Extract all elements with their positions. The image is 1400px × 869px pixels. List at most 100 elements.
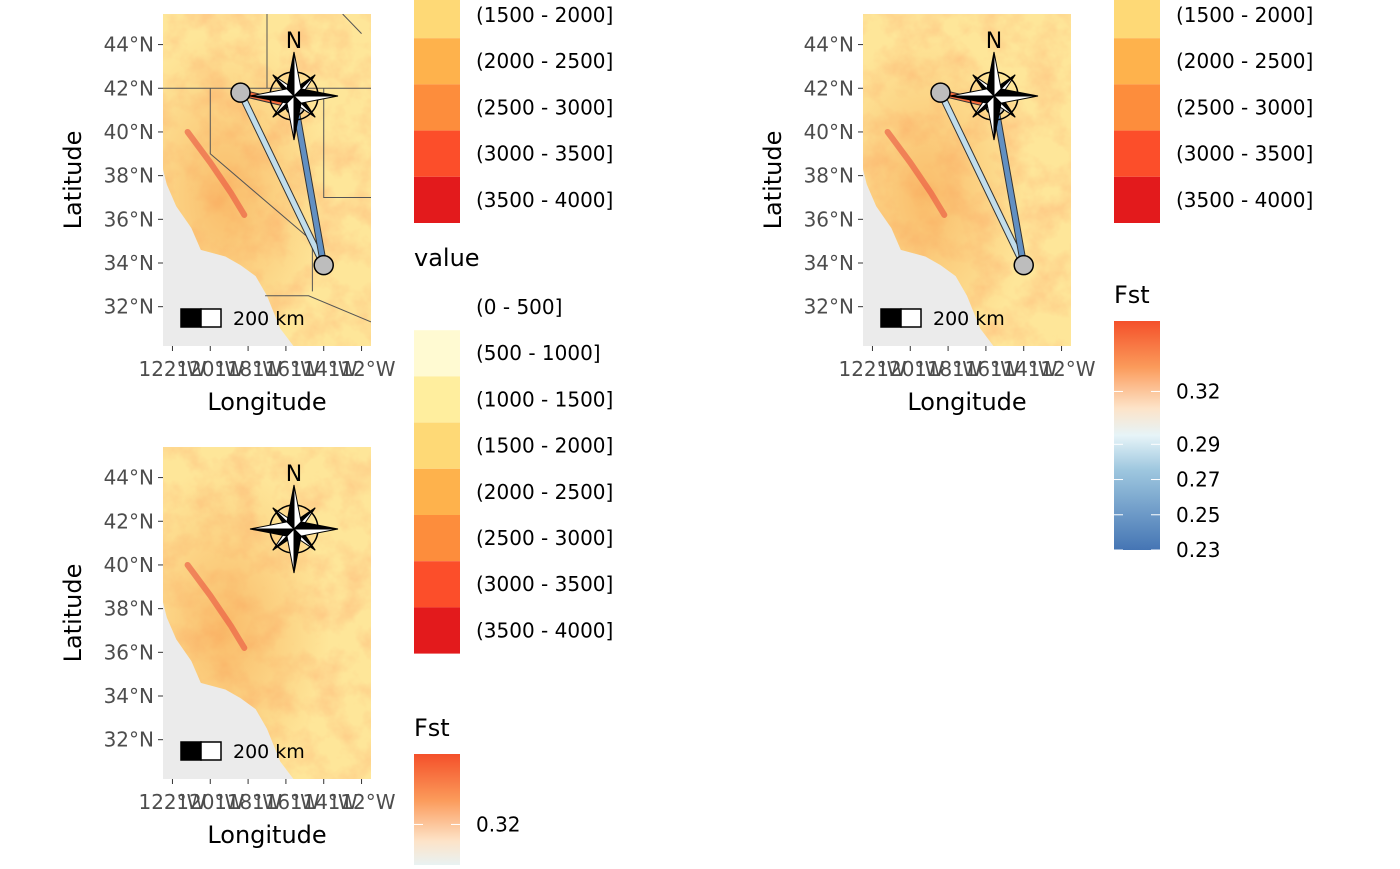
y-tick-label: 42°N [104,76,154,100]
scale-bar: 200 km [180,308,305,330]
legend-key [414,176,460,223]
x-tick-label: 120°W [176,357,244,381]
legend-label: (2500 - 3000] [476,95,613,119]
y-axis-title: Latitude [759,131,787,230]
legend-key [414,130,460,177]
legend-label: (2000 - 2500] [1176,49,1313,73]
x-tick-label: 122°W [838,357,906,381]
x-tick-label: 122°W [138,790,206,814]
state-borders [163,14,371,323]
y-tick-label: 34°N [804,251,854,275]
north-label: N [986,29,1002,54]
y-tick-label: 40°N [104,553,154,577]
elevation-legend-top-right: (1500 - 2000] (2000 - 2500] (2500 - 3000] (… [1114,0,1313,223]
y-tick-label: 40°N [104,120,154,144]
legend-key [414,607,460,654]
x-tick-label: 116°W [952,357,1020,381]
fst-legend-title: Fst [1114,281,1150,309]
legend-key [414,561,460,608]
y-axis-title: Latitude [59,131,87,230]
x-tick-label: 120°W [876,357,944,381]
north-arrow-icon: N [949,29,1039,141]
x-tick-label: 116°W [252,357,320,381]
legend-label: (2500 - 3000] [476,526,613,550]
fst-break-label: 0.27 [1176,468,1221,492]
y-tick-label: 44°N [104,466,154,490]
legend-label: (1500 - 2000] [476,434,613,458]
legend-key [1114,38,1160,85]
north-label: N [286,462,302,487]
map-area [863,14,1071,346]
legend-key [414,376,460,423]
legend-key [414,84,460,131]
y-tick-label: 42°N [804,76,854,100]
y-tick-label: 38°N [104,597,154,621]
fst-break-label: 0.23 [1176,538,1221,562]
x-axis-title: Longitude [207,821,326,849]
fst-break-label: 0.25 [1176,503,1221,527]
legend-label: (1000 - 1500] [476,387,613,411]
y-tick-label: 36°N [804,207,854,231]
site-C [1013,254,1034,276]
x-axis-title: Longitude [207,388,326,416]
y-tick-label: 34°N [104,251,154,275]
y-tick-label: 42°N [104,509,154,533]
y-tick-label: 36°N [104,207,154,231]
x-tick-label: 122°W [138,357,206,381]
edge-A-C [238,90,327,268]
north-arrow-icon: N [249,462,339,574]
map-panel-bottom-left: N 200 km 32°N 34°N 36°N 38°N 40°N 42°N 44°N 122°W… [59,447,396,849]
x-tick-label: 112°W [328,357,396,381]
legend-label: (1500 - 2000] [476,3,613,27]
legend-key [414,38,460,85]
scale-bar-label: 200 km [933,308,1005,330]
legend-label: (3500 - 4000] [476,188,613,212]
scale-bar-label: 200 km [233,741,305,763]
legend-label: (2500 - 3000] [1176,95,1313,119]
legend-key [414,330,460,377]
legend-label: (3500 - 4000] [1176,188,1313,212]
legend-label: (2000 - 2500] [476,480,613,504]
legend-label: (3000 - 3500] [476,572,613,596]
scale-bar-label: 200 km [233,308,305,330]
y-axis-title: Latitude [59,564,87,663]
scale-bar: 200 km [880,308,1005,330]
elevation-raster [163,447,371,779]
north-arrow-icon: N [249,29,339,141]
scale-bar: 200 km [180,741,305,763]
legend-label: (1500 - 2000] [1176,3,1313,27]
y-tick-label: 38°N [804,164,854,188]
fst-break-label: 0.32 [476,812,521,836]
legend-label: (3000 - 3500] [476,142,613,166]
elevation-legend-bottom-left: (0 - 500] (500 - 1000] (1000 - 1500] (1500 … [414,284,613,654]
legend-key [414,284,460,331]
sierra-ridge [884,128,948,218]
fst-colorbar [1114,321,1160,550]
y-tick-label: 44°N [104,33,154,57]
x-tick-label: 112°W [328,790,396,814]
y-tick-label: 32°N [104,728,154,752]
x-tick-label: 112°W [1028,357,1096,381]
x-tick-label: 120°W [176,790,244,814]
legend-label: (2000 - 2500] [476,49,613,73]
edge-B-C [292,103,327,268]
y-tick-label: 44°N [804,33,854,57]
edge-A-C [938,90,1027,268]
elevation-legend-top-left: (1500 - 2000] (2000 - 2500] (2500 - 3000] (… [414,0,613,223]
legend-key [1114,84,1160,131]
y-tick-label: 32°N [804,295,854,319]
y-tick-label: 34°N [104,684,154,708]
site-C [313,254,334,276]
legend-label: (3500 - 4000] [476,618,613,642]
sierra-ridge [184,561,248,651]
legend-key [1114,0,1160,39]
legend-key [1114,176,1160,223]
site-A [230,82,251,103]
legend-key [1114,130,1160,177]
legend-key [414,422,460,469]
y-tick-label: 36°N [104,640,154,664]
map-panel-top-right: N 200 km 32°N 34°N 36°N 38°N 40°N 42°N 44°N 122°W… [759,14,1096,416]
legend-label: (3000 - 3500] [1176,142,1313,166]
x-tick-label: 114°W [290,790,358,814]
